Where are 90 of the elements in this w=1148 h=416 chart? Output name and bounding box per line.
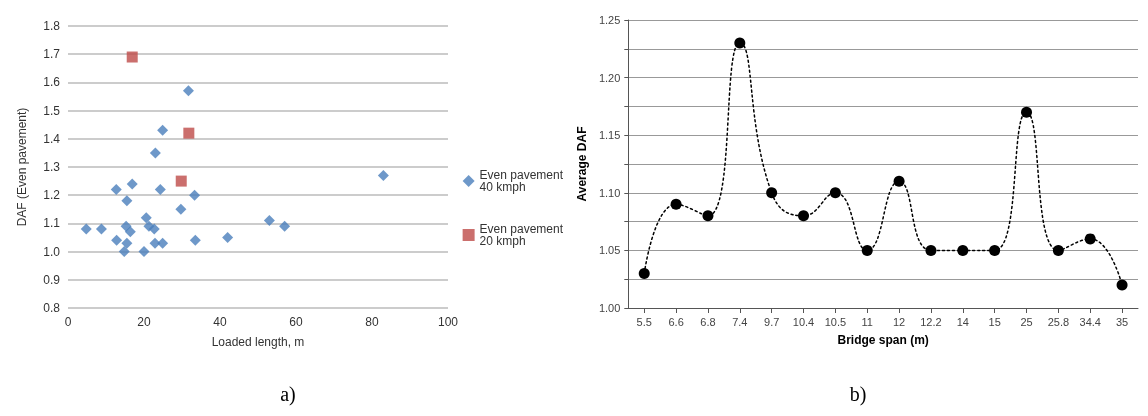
point <box>175 175 187 187</box>
y-tick-label: 1.05 <box>598 244 621 257</box>
y-tick-label: 1.10 <box>598 186 621 199</box>
y-tick-label: 0.8 <box>43 301 61 315</box>
point <box>893 175 905 187</box>
point <box>222 232 234 243</box>
y-tick-label: 1.15 <box>598 129 621 142</box>
point <box>377 169 389 181</box>
point <box>957 244 969 256</box>
x-tick-label: 10.4 <box>792 315 815 328</box>
point <box>80 223 92 235</box>
x-tick-label: 6.6 <box>668 315 684 328</box>
x-tick-label: 14 <box>956 315 969 328</box>
point <box>124 226 136 238</box>
point <box>140 212 152 224</box>
x-tick-label: 6.8 <box>700 315 716 328</box>
point <box>121 237 133 249</box>
point <box>189 234 201 246</box>
point <box>110 184 122 196</box>
point <box>126 178 138 190</box>
point <box>95 223 107 235</box>
point <box>263 215 275 227</box>
point <box>925 244 937 256</box>
point <box>861 244 873 256</box>
point <box>1052 244 1064 256</box>
point <box>138 246 150 258</box>
point <box>279 220 291 232</box>
x-tick-label: 35 <box>1115 315 1129 328</box>
point <box>734 37 746 49</box>
point <box>157 237 169 249</box>
point <box>154 184 166 196</box>
x-tick-label: 20 <box>137 315 151 329</box>
y-tick-label: 0.9 <box>43 272 61 287</box>
point <box>798 210 810 222</box>
y-tick-label: 1.0 <box>43 244 61 259</box>
legend-label: Even pavement 20 kmph <box>479 222 564 248</box>
x-tick-label: 60 <box>289 315 303 329</box>
x-tick-label: 25.8 <box>1047 315 1070 328</box>
point <box>157 124 169 136</box>
y-tick-label: 1.25 <box>598 14 621 26</box>
x-tick-label: 15 <box>988 315 1001 328</box>
x-axis-title: Bridge span (m) <box>837 333 929 347</box>
point <box>1021 106 1033 118</box>
y-tick-label: 1.7 <box>43 47 61 62</box>
y-tick-label: 1.20 <box>598 71 621 84</box>
point <box>182 85 194 97</box>
y-tick-label: 1.8 <box>43 19 61 33</box>
x-tick-label: 40 <box>213 315 227 329</box>
x-tick-label: 34.4 <box>1079 315 1101 328</box>
y-tick-label: 1.5 <box>43 103 61 118</box>
point <box>149 147 161 159</box>
point <box>118 246 130 258</box>
x-tick-label: 10.5 <box>824 315 847 328</box>
point <box>670 198 682 210</box>
x-tick-label: 7.4 <box>732 315 748 328</box>
x-tick-label: 80 <box>365 315 379 329</box>
x-tick-label: 12.2 <box>920 315 942 328</box>
point <box>189 189 201 201</box>
text: a) <box>280 383 296 406</box>
y-axis-title: DAF (Even pavement) <box>15 107 29 227</box>
x-tick-label: 12 <box>892 315 906 328</box>
legend-label: Even pavement 40 kmph <box>479 168 564 194</box>
x-tick-label: 5.5 <box>636 315 652 328</box>
y-tick-label: 1.3 <box>43 160 61 174</box>
y-axis-title: Average DAF <box>575 126 589 202</box>
point <box>111 234 123 246</box>
point <box>148 223 160 235</box>
x-axis-title: Loaded length, m <box>211 335 305 349</box>
y-tick-label: 1.2 <box>43 188 61 203</box>
point <box>638 267 650 279</box>
x-tick-label: 9.7 <box>764 315 780 328</box>
y-tick-label: 1.6 <box>43 75 61 90</box>
point <box>766 187 778 199</box>
text: b) <box>849 383 867 406</box>
point <box>989 244 1001 256</box>
y-tick-label: 1.00 <box>598 302 621 314</box>
x-tick-label: 0 <box>64 315 72 329</box>
x-tick-label: 100 <box>437 315 459 329</box>
x-tick-label: 25 <box>1020 315 1033 328</box>
point <box>183 127 195 139</box>
point <box>126 51 138 63</box>
point <box>175 203 187 215</box>
y-tick-label: 1.1 <box>43 216 61 231</box>
point <box>702 210 714 222</box>
point <box>121 195 133 207</box>
y-tick-label: 1.4 <box>43 131 61 146</box>
point <box>829 187 841 199</box>
x-tick-label: 11 <box>861 315 873 328</box>
point <box>1084 233 1096 245</box>
point <box>1116 279 1128 291</box>
